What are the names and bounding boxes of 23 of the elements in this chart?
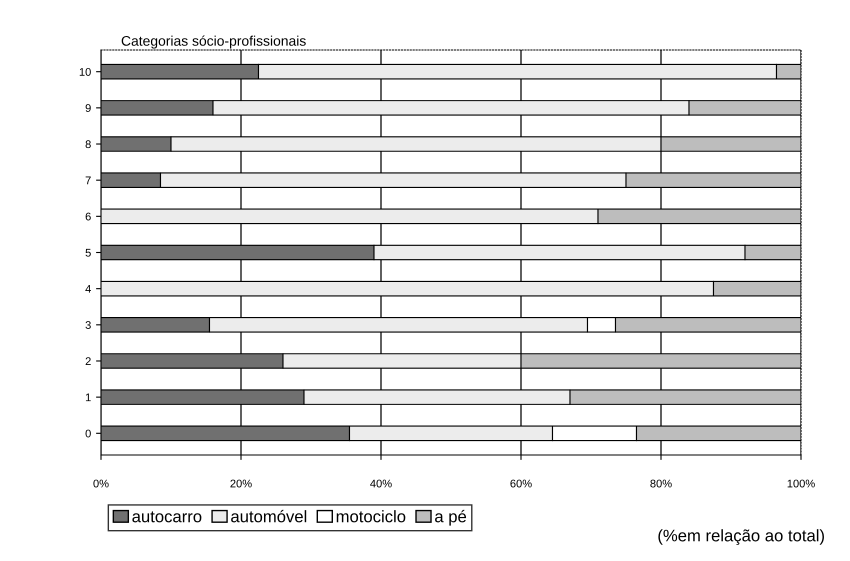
y-tick-label: 4 [85, 285, 91, 293]
y-tick-label: 0 [86, 430, 91, 438]
x-tick-label: 20% [230, 480, 252, 488]
y-tick-label: 9 [86, 104, 91, 112]
y-tick-label: 1 [86, 394, 91, 402]
legend-label: automóvel [231, 510, 306, 522]
chart-title: Categorias sócio-profissionais [122, 35, 306, 49]
y-tick-label: 6 [86, 212, 91, 220]
y-tick-label: 5 [86, 248, 91, 257]
text: (%em relação ao total) [658, 529, 824, 545]
x-tick-label: 60% [510, 480, 532, 488]
legend-label: autocarro [132, 511, 202, 522]
x-tick-label: 40% [370, 480, 392, 488]
x-tick-label: 100% [788, 480, 815, 488]
x-tick-label: 0% [93, 480, 109, 488]
y-tick-label: 3 [86, 321, 91, 329]
y-tick-label: 8 [86, 140, 91, 148]
x-tick-label: 80% [650, 480, 672, 488]
legend-label: a pé [435, 510, 466, 526]
y-tick-label: 7 [86, 176, 91, 184]
legend-label: motociclo [336, 510, 406, 522]
y-tick-label: 2 [86, 357, 91, 366]
y-tick-label: 10 [80, 68, 91, 76]
